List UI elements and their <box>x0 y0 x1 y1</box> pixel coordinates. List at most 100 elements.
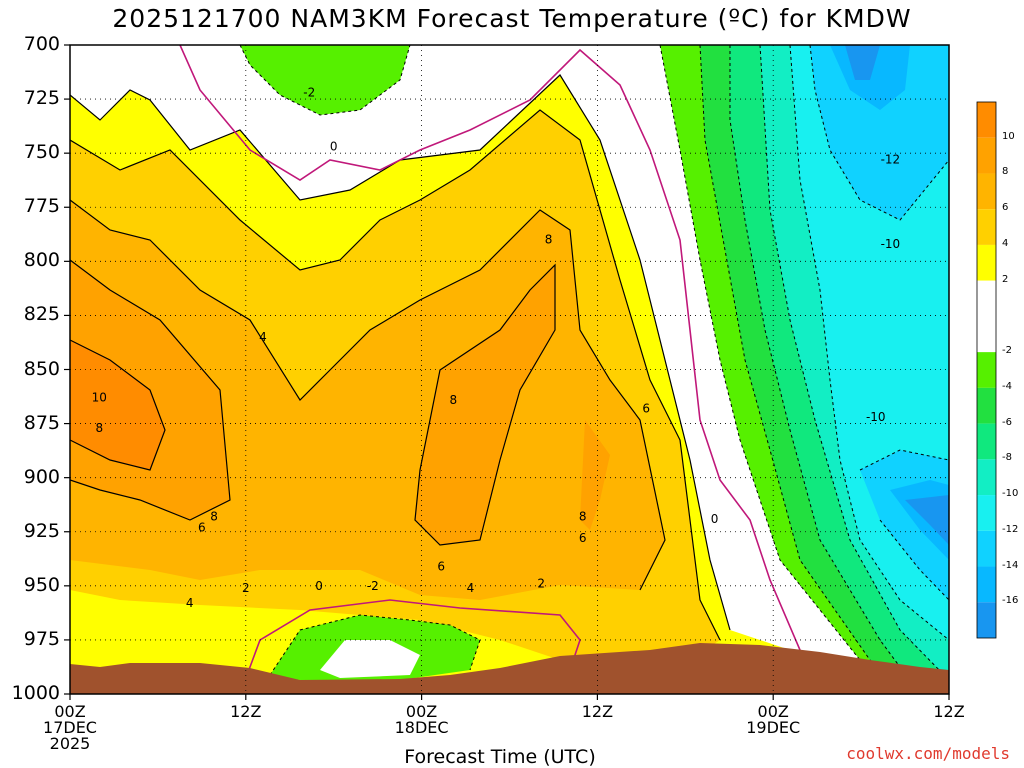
contour-4 <box>70 109 721 641</box>
y-tick-label: 900 <box>23 465 60 488</box>
ground-terrain <box>70 643 949 694</box>
contour-label: 4 <box>259 330 267 344</box>
colorbar-band <box>977 209 996 245</box>
x-tick-line: 18DEC <box>394 718 449 737</box>
x-tick-line: 00Z <box>54 702 86 721</box>
contour-label: -2 <box>367 579 379 593</box>
colorbar-tick-label: -10 <box>1002 488 1019 500</box>
contour-neg-7 <box>859 449 949 601</box>
y-tick-label: 750 <box>23 141 60 164</box>
contour-label: 6 <box>579 531 587 545</box>
colorbar-band <box>977 566 996 603</box>
x-tick-label: 00Z 17DEC 2025 <box>30 704 110 752</box>
contour-8 <box>70 259 556 546</box>
x-tick-label: 00Z 19DEC <box>733 704 813 752</box>
contour-label: 6 <box>642 401 650 415</box>
contour-label: 8 <box>210 510 218 524</box>
colorbar-tick-label: -12 <box>1002 523 1019 535</box>
x-tick-line: 17DEC <box>43 718 97 737</box>
temp-band-near-zero-low <box>320 640 420 678</box>
x-tick-line: 12Z <box>933 702 965 721</box>
colorbar-tick-label: -2 <box>1002 345 1012 357</box>
y-tick-label: 1000 <box>11 682 60 704</box>
colorbar-tick-label: 4 <box>1002 237 1009 249</box>
colorbar-tick-label: -6 <box>1002 416 1012 428</box>
contour-label: -10 <box>881 237 901 251</box>
x-tick-line: 12Z <box>230 702 262 721</box>
y-tick-label: 850 <box>23 357 60 380</box>
y-tick-label: 775 <box>23 195 60 218</box>
contour-neg-5 <box>789 45 949 641</box>
contour-neg2-top <box>239 45 411 116</box>
x-tick-line: 00Z <box>405 702 438 721</box>
contour-label: 8 <box>450 393 458 407</box>
temp-band-10-12 <box>70 340 165 470</box>
colorbar-tick-label: 10 <box>1002 130 1015 142</box>
colorbar-band <box>977 602 996 638</box>
colorbar-band <box>977 137 996 174</box>
y-tick-label: 725 <box>23 87 60 110</box>
x-tick-line: 2025 <box>49 734 91 753</box>
colorbar-tick-label: 8 <box>1002 166 1009 178</box>
x-tick-label: 00Z 18DEC <box>382 704 462 752</box>
x-tick-label: 12Z <box>557 704 637 752</box>
x-tick-line: 19DEC <box>746 718 801 737</box>
y-tick-label: 925 <box>23 519 60 542</box>
colorbar-band <box>977 352 996 388</box>
contour-label: 6 <box>198 520 206 534</box>
colorbar-tick-label: -14 <box>1002 559 1019 571</box>
contour-neg-3 <box>729 45 921 694</box>
colorbar-tick-label: -4 <box>1002 380 1012 392</box>
colorbar-band <box>977 459 996 496</box>
x-tick-label: 12Z <box>206 704 286 752</box>
contour-neg-6 <box>809 45 949 221</box>
contour-label: 8 <box>579 510 587 524</box>
colorbar-tick-label: 2 <box>1002 273 1009 285</box>
contour-label: -12 <box>881 153 901 167</box>
x-tick-line: 00Z <box>757 702 789 721</box>
colorbar-tick-label: -8 <box>1002 452 1012 464</box>
contour-label: 4 <box>467 581 475 595</box>
y-tick-label: 975 <box>23 627 60 650</box>
temp-band-neg2-neg4-top <box>240 45 410 115</box>
contour-2 <box>70 74 731 631</box>
colorbar <box>976 101 997 639</box>
contour-label: 8 <box>95 421 103 435</box>
y-tick-label: 950 <box>23 573 60 596</box>
colorbar-band <box>977 495 996 531</box>
contour-zero-top <box>179 45 811 694</box>
colorbar-band <box>977 102 996 138</box>
contour-label: 6 <box>437 559 445 573</box>
temp-band-neg12-neg14-a <box>810 45 949 220</box>
colorbar-tick-label: -16 <box>1002 595 1019 607</box>
colorbar-tick-label: 6 <box>1002 202 1009 214</box>
contour-neg-1 <box>659 45 881 694</box>
credit-text: coolwx.com/models <box>846 744 1010 763</box>
contour-label: 8 <box>545 233 553 247</box>
colorbar-band <box>977 423 996 460</box>
x-tick-line <box>206 736 286 752</box>
contour-label: 10 <box>92 391 107 405</box>
contour-neg-4 <box>759 45 949 681</box>
x-tick-line: 12Z <box>581 702 614 721</box>
contour-label: 4 <box>186 596 194 610</box>
contour-label: 0 <box>711 512 719 526</box>
contour-label: 0 <box>330 140 338 154</box>
y-tick-label: 825 <box>23 303 60 326</box>
colorbar-band <box>977 173 996 210</box>
colorbar-band <box>977 244 996 281</box>
contour-6 <box>70 199 666 591</box>
y-tick-label: 700 <box>23 33 60 55</box>
x-tick-label: 12Z <box>909 704 989 752</box>
x-axis-title: Forecast Time (UTC) <box>404 746 596 768</box>
colorbar-frame <box>976 101 997 639</box>
colorbar-band <box>977 387 996 424</box>
y-tick-label: 800 <box>23 249 60 272</box>
axis-ticks <box>64 44 950 700</box>
grid-lines <box>70 45 949 694</box>
contour-label: -10 <box>866 410 886 424</box>
colorbar-band <box>977 530 996 567</box>
colorbar-band <box>977 280 996 353</box>
temp-band-8-10 <box>70 260 610 545</box>
